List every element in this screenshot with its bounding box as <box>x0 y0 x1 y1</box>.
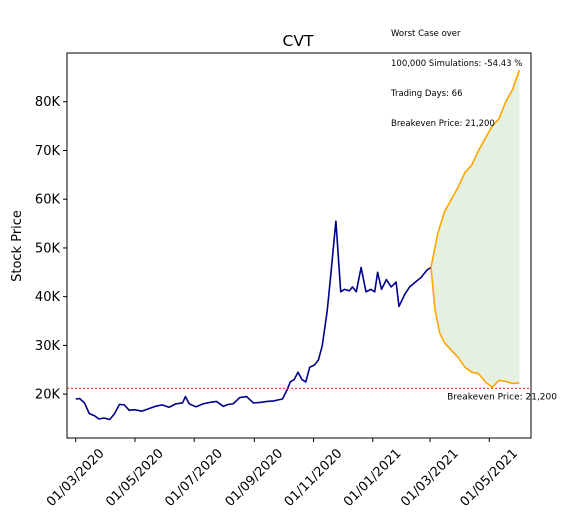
plot-frame <box>66 52 532 439</box>
y-tick-label: 70K <box>35 144 61 159</box>
simulation-annotation: Worst Case over 100,000 Simulations: -54… <box>391 9 522 139</box>
x-tick-label: 01/05/2021 <box>457 446 521 510</box>
breakeven-label: Breakeven Price: 21,200 <box>447 392 557 402</box>
y-tick-label: 50K <box>35 241 61 256</box>
y-tick-label: 80K <box>35 95 61 110</box>
annotation-line: Worst Case over <box>391 29 461 39</box>
y-tick-label: 40K <box>35 290 61 305</box>
x-tick-label: 01/03/2020 <box>44 446 108 510</box>
projection-band <box>431 70 520 388</box>
chart-title: CVT <box>283 32 314 50</box>
series-projection-upper-line <box>430 69 521 268</box>
x-tick-label: 01/01/2021 <box>341 446 405 510</box>
x-tick-label: 01/07/2020 <box>162 446 226 510</box>
series-history-line <box>75 220 432 421</box>
y-axis-label: Stock Price <box>10 210 25 282</box>
y-tick-label: 20K <box>35 388 61 403</box>
x-tick-label: 01/05/2020 <box>103 446 167 510</box>
x-tick-label: 01/11/2020 <box>282 446 346 510</box>
annotation-line: Breakeven Price: 21,200 <box>391 119 495 129</box>
series-projection-lower-line <box>430 267 520 389</box>
x-tick-label: 01/03/2021 <box>398 446 462 510</box>
y-tick-label: 60K <box>35 193 61 208</box>
annotation-line: 100,000 Simulations: -54.43 % <box>391 59 523 69</box>
y-tick-label: 30K <box>35 339 61 354</box>
annotation-line: Trading Days: 66 <box>391 89 463 99</box>
x-tick-label: 01/09/2020 <box>223 446 287 510</box>
